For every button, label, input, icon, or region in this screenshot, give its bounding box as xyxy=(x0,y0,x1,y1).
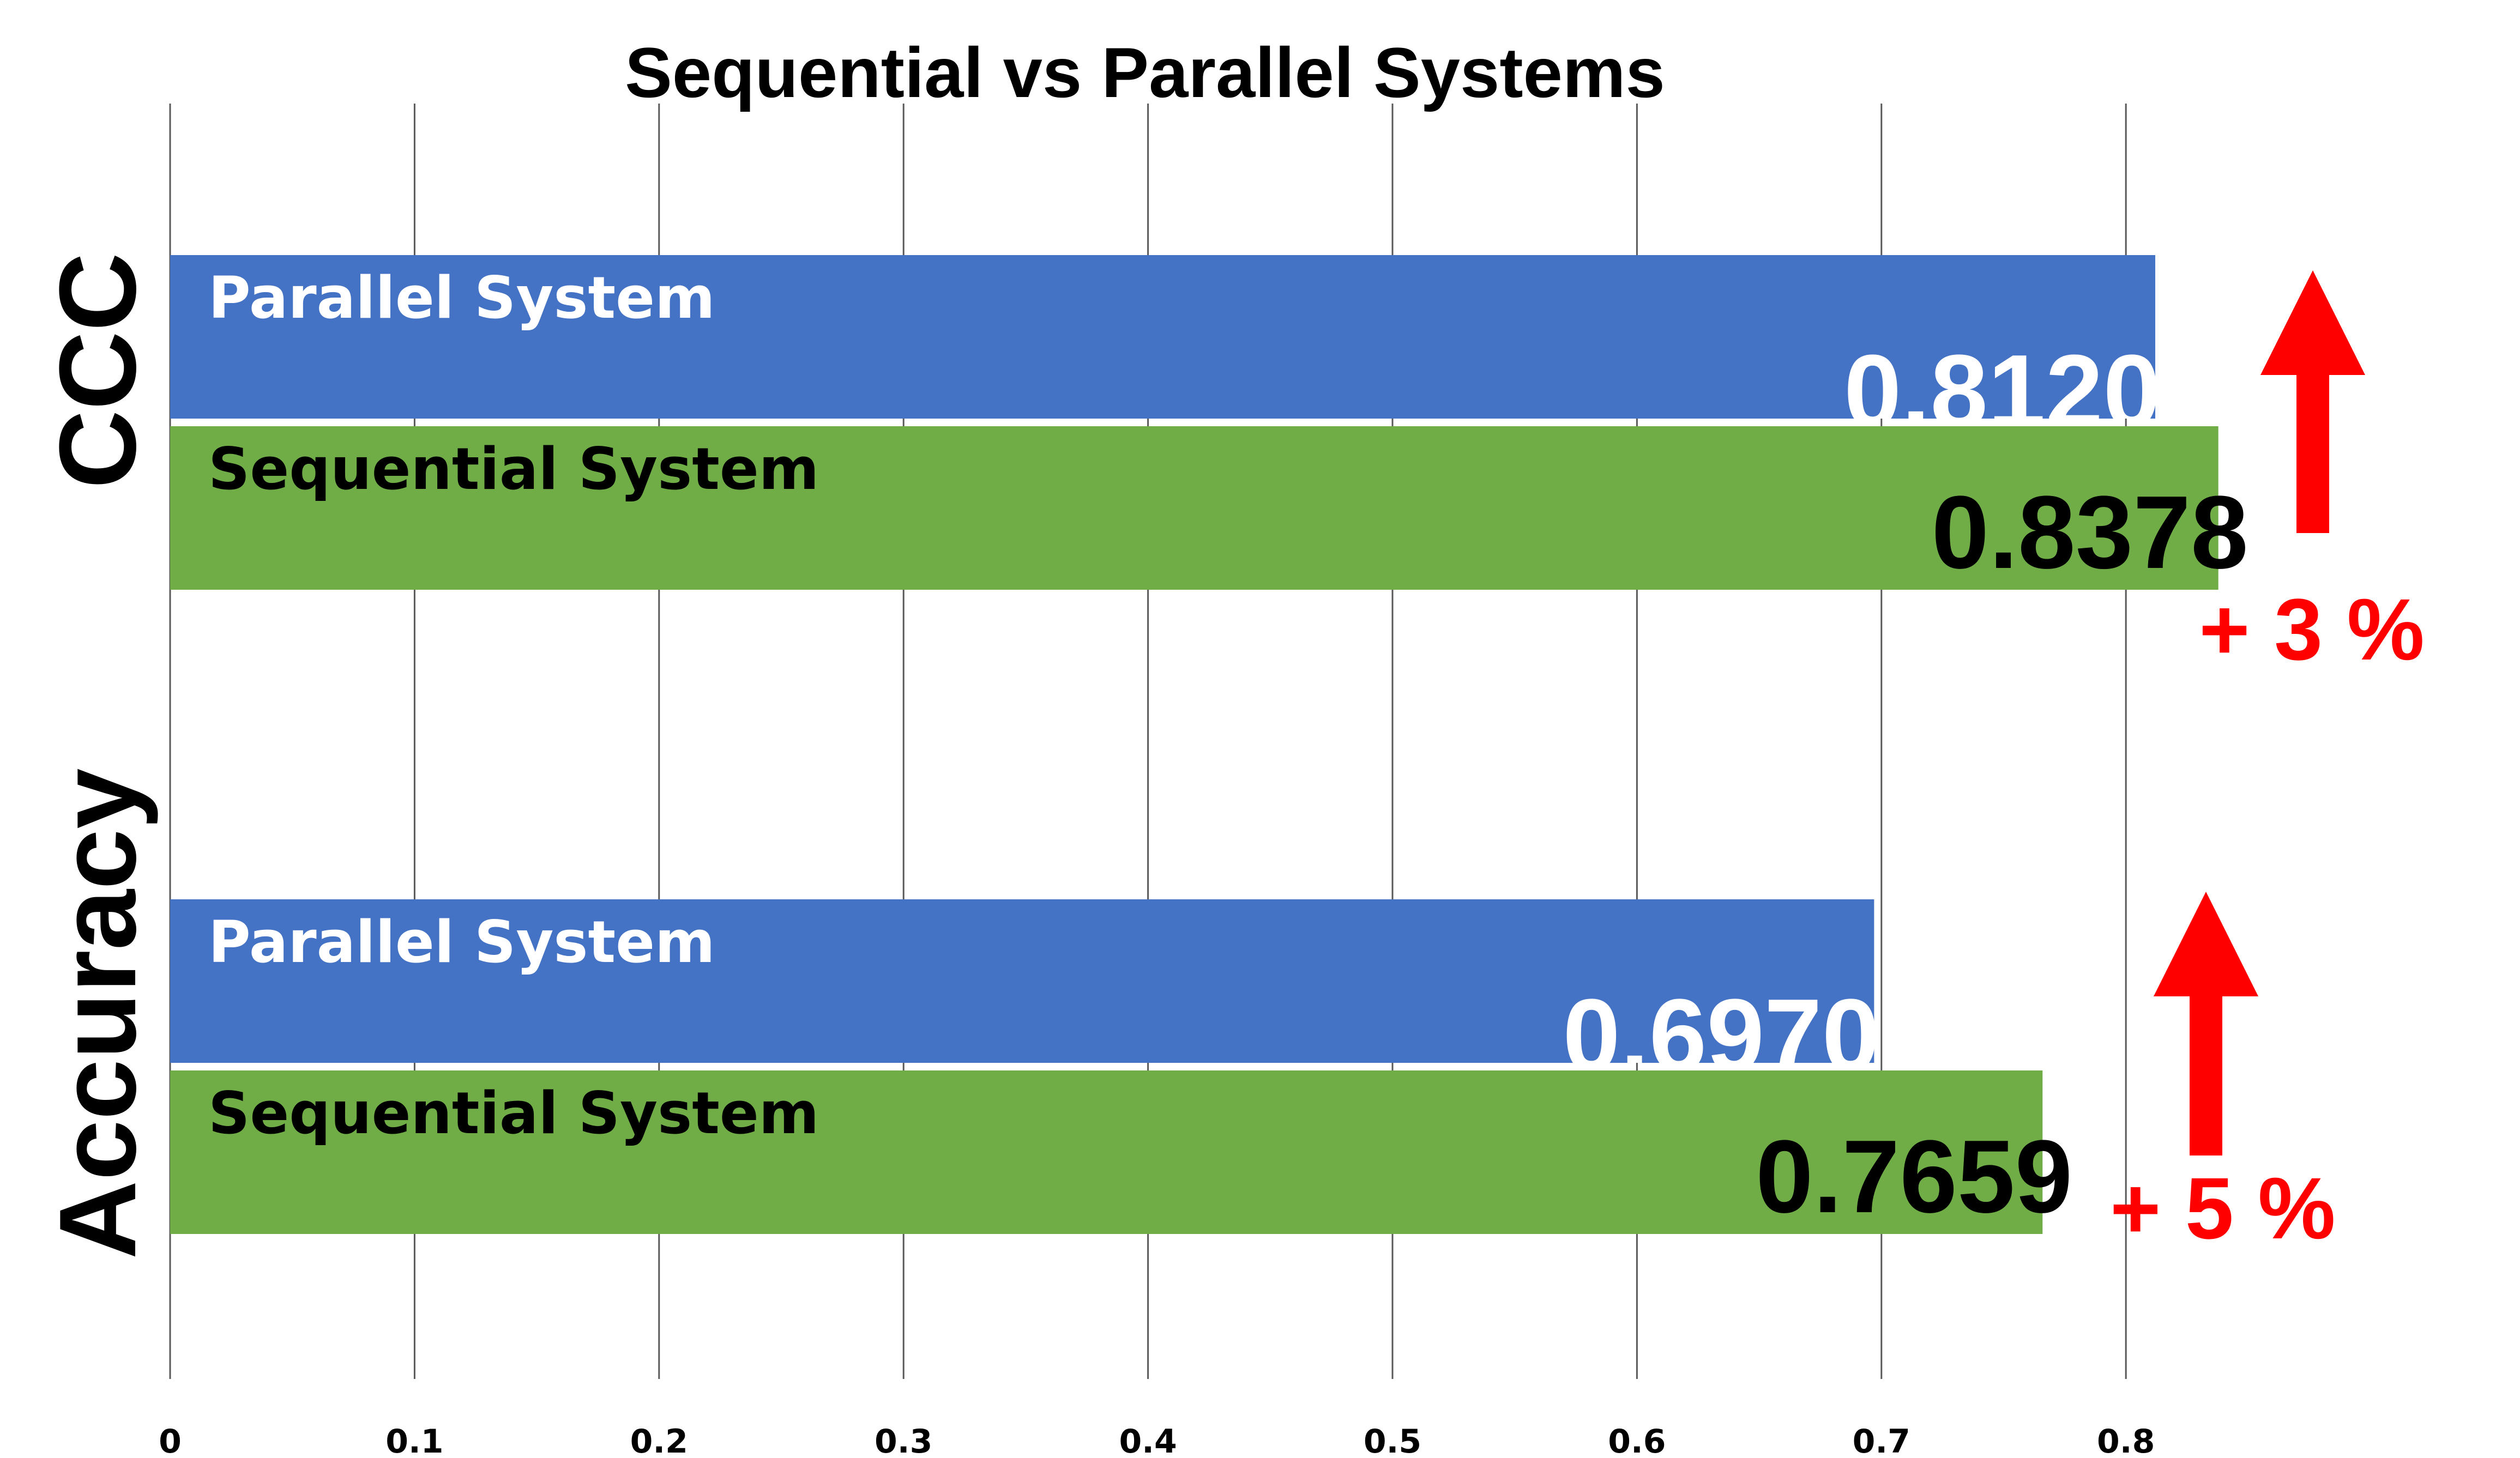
bar-series-label: Sequential System xyxy=(208,1080,819,1147)
chart-title: Sequential vs Parallel Systems xyxy=(625,33,1665,112)
bar-value-label: 0.6970 xyxy=(1563,978,1879,1093)
improvement-label: + 5 % xyxy=(2110,1159,2336,1257)
bar xyxy=(170,426,2218,590)
bar xyxy=(170,899,1874,1063)
bar-value-label: 0.8378 xyxy=(1932,475,2248,590)
up-arrow-icon xyxy=(2154,892,2258,1155)
up-arrow-icon xyxy=(2260,270,2365,533)
bar-series-label: Parallel System xyxy=(208,264,715,331)
annotations: + 3 % + 5 % xyxy=(2110,270,2425,1257)
category-labels: CCC Accuracy xyxy=(37,252,159,1259)
improvement-label: + 3 % xyxy=(2199,580,2425,678)
x-tick-label: 0.4 xyxy=(1119,1423,1177,1458)
x-tick-label: 0 xyxy=(159,1423,182,1458)
bar xyxy=(170,255,2156,419)
x-axis-ticks: 0 0.1 0.2 0.3 0.4 0.5 0.6 0.7 0.8 xyxy=(159,1423,2155,1458)
category-label: Accuracy xyxy=(37,769,159,1260)
bar-series-label: Parallel System xyxy=(208,909,715,976)
bar-value-label: 0.7659 xyxy=(1756,1119,2072,1235)
bar xyxy=(170,1070,2043,1234)
x-tick-label: 0.7 xyxy=(1853,1423,1910,1458)
x-tick-label: 0.3 xyxy=(875,1423,932,1458)
bar-value-label: 0.8120 xyxy=(1844,334,2161,449)
category-label: CCC xyxy=(37,252,159,488)
x-tick-label: 0.1 xyxy=(385,1423,443,1458)
bar-series-label: Sequential System xyxy=(208,435,819,503)
x-tick-label: 0.6 xyxy=(1608,1423,1666,1458)
x-tick-label: 0.2 xyxy=(630,1423,688,1458)
x-tick-label: 0.8 xyxy=(2097,1423,2155,1458)
x-tick-label: 0.5 xyxy=(1364,1423,1421,1458)
bars: Parallel System 0.8120 Sequential System 0.… xyxy=(170,255,2248,1235)
